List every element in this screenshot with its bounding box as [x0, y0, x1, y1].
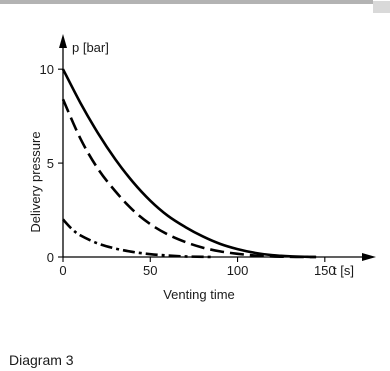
x-tick-label: 50 [143, 263, 157, 278]
series-line-solid [61, 68, 317, 259]
x-tick-label: 100 [227, 263, 249, 278]
x-axis-title: Venting time [163, 287, 235, 302]
y-axis-unit-label: p [bar] [72, 40, 109, 55]
x-tick-label: 150 [314, 263, 336, 278]
series-line-dashed [61, 98, 317, 259]
header-band [0, 0, 390, 4]
y-tick-label: 0 [47, 250, 54, 265]
y-tick-label: 5 [47, 156, 54, 171]
y-axis-arrow [59, 34, 67, 48]
x-axis-arrow [362, 253, 376, 261]
header-cap-edge [373, 0, 390, 1]
y-tick-label: 10 [40, 62, 54, 77]
x-axis-unit-label: t [s] [333, 263, 354, 278]
series-line-dash-dot [62, 218, 212, 259]
chart-series [61, 68, 317, 259]
chart-ticks: 0 50 100 150 0 5 10 [40, 62, 336, 278]
x-tick-label: 0 [59, 263, 66, 278]
header-cap [373, 0, 390, 13]
diagram-caption: Diagram 3 [9, 352, 74, 368]
y-axis-title: Delivery pressure [28, 131, 43, 232]
